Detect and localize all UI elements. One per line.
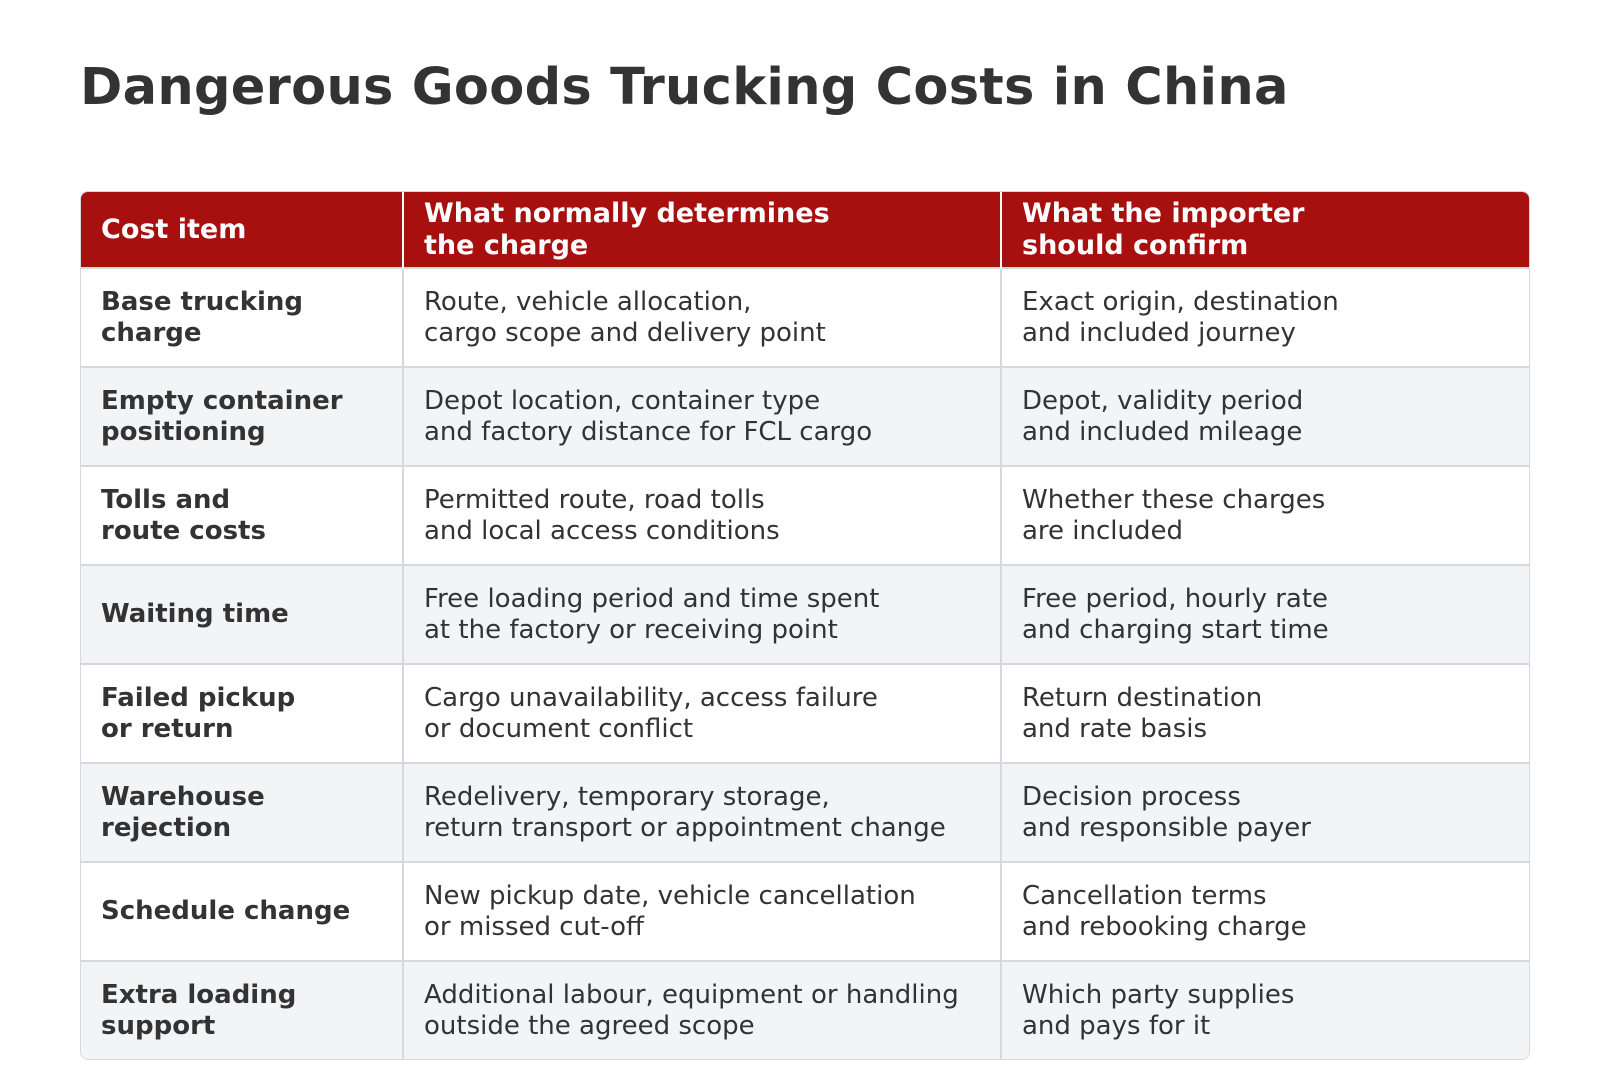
table-cell: Additional labour, equipment or handling… [403,960,1002,1059]
cell-line: and charging start time [1022,614,1329,645]
table-row: Failed pickup or return Cargo unavailabili… [81,663,1529,763]
cell-line: rejection [101,812,232,843]
cell-line: or missed cut-off [424,911,644,942]
table-row: Extra loading support Additional labour, e… [81,960,1529,1059]
cell-line: Free period, hourly rate [1022,583,1329,614]
cell-line: Decision process [1022,781,1241,812]
cell-line: cargo scope and delivery point [424,317,826,348]
table-container: Cost item What normally determines the cha… [80,191,1530,1060]
cell-line: What the importer [1022,197,1305,229]
cell-line: outside the agreed scope [424,1010,755,1041]
table-cell: Return destination and rate basis [1001,663,1529,763]
cell-line: and rebooking charge [1022,911,1307,942]
cell-line: and pays for it [1022,1010,1211,1041]
cell-line: Redelivery, temporary storage, [424,781,830,812]
cell-line: New pickup date, vehicle cancellation [424,880,916,911]
cell-line: Permitted route, road tolls [424,484,765,515]
header-cell: Cost item [81,192,404,268]
cost-table: Cost item What normally determines the cha… [81,192,1529,1059]
cost-item-cell: Tolls and route costs [81,465,404,565]
cost-item-cell: Warehouse rejection [81,762,404,862]
table-cell: Cancellation terms and rebooking charge [1001,861,1529,961]
cell-line: Base trucking [101,286,304,317]
cell-line: and local access conditions [424,515,780,546]
cell-line: Route, vehicle allocation, [424,286,752,317]
cell-line: Extra loading [101,979,297,1010]
cost-item-cell: Schedule change [81,861,404,961]
table-cell: Free loading period and time spent at the… [403,564,1002,664]
table-cell: Depot, validity period and included milea… [1001,366,1529,466]
table-row: Base trucking charge Route, vehicle alloca… [81,267,1529,367]
page-title: Dangerous Goods Trucking Costs in China [80,58,1289,117]
cell-line: or return [101,713,234,744]
cell-line: Exact origin, destination [1022,286,1339,317]
table-cell: Exact origin, destination and included jo… [1001,267,1529,367]
cost-item-cell: Extra loading support [81,960,404,1059]
cell-line: and factory distance for FCL cargo [424,416,873,447]
cell-line: route costs [101,515,266,546]
cell-line: Free loading period and time spent [424,583,880,614]
header-cell: What normally determines the charge [403,192,1002,268]
cell-line: positioning [101,416,266,447]
table-cell: Depot location, container type and factor… [403,366,1002,466]
cell-line: charge [101,317,202,348]
cell-line: and responsible payer [1022,812,1311,843]
cell-line: and included mileage [1022,416,1303,447]
cell-line: should confirm [1022,229,1249,261]
cell-line: Whether these charges [1022,484,1326,515]
table-cell: Free period, hourly rate and charging sta… [1001,564,1529,664]
table-cell: Whether these charges are included [1001,465,1529,565]
cell-line: are included [1022,515,1184,546]
table-row: Warehouse rejection Redelivery, temporary … [81,762,1529,862]
cell-line: Return destination [1022,682,1263,713]
cell-line: the charge [424,229,589,261]
cell-line: at the factory or receiving point [424,614,838,645]
table-cell: Cargo unavailability, access failure or d… [403,663,1002,763]
cell-line: or document conflict [424,713,694,744]
cell-line: and included journey [1022,317,1296,348]
cell-line: Cost item [101,213,247,245]
cost-item-cell: Base trucking charge [81,267,404,367]
table-cell: Decision process and responsible payer [1001,762,1529,862]
table-row: Tolls and route costs Permitted route, roa… [81,465,1529,565]
table-row: Schedule change New pickup date, vehicle … [81,861,1529,961]
cell-line: Cargo unavailability, access failure [424,682,878,713]
table-cell: Permitted route, road tolls and local acc… [403,465,1002,565]
cell-line: return transport or appointment change [424,812,946,843]
table-row: Waiting time Free loading period and time… [81,564,1529,664]
cell-line: support [101,1010,216,1041]
cell-line: Failed pickup [101,682,296,713]
cell-line: Which party supplies [1022,979,1295,1010]
cell-line: Depot location, container type [424,385,821,416]
table-row: Empty container positioning Depot location… [81,366,1529,466]
cost-item-cell: Empty container positioning [81,366,404,466]
cell-line: Additional labour, equipment or handling [424,979,959,1010]
table-cell: Route, vehicle allocation, cargo scope an… [403,267,1002,367]
cost-item-cell: Failed pickup or return [81,663,404,763]
table-cell: Redelivery, temporary storage, return tra… [403,762,1002,862]
table-cell: Which party supplies and pays for it [1001,960,1529,1059]
cell-line: Empty container [101,385,343,416]
cell-line: Depot, validity period [1022,385,1304,416]
cell-line: What normally determines [424,197,830,229]
cell-line: Waiting time [101,599,289,629]
table-cell: New pickup date, vehicle cancellation or … [403,861,1002,961]
cell-line: Warehouse [101,781,265,812]
header-row: Cost item What normally determines the cha… [81,192,1529,268]
cell-line: Tolls and [101,484,231,515]
cell-line: Cancellation terms [1022,880,1267,911]
table-body: Base trucking charge Route, vehicle alloca… [81,267,1529,1059]
cell-line: and rate basis [1022,713,1208,744]
cost-item-cell: Waiting time [81,564,404,664]
cell-line: Schedule change [101,896,351,926]
header-cell: What the importer should confirm [1001,192,1529,268]
